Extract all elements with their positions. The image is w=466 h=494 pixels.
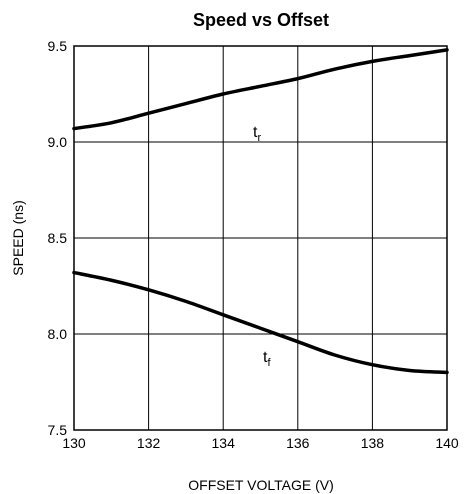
x-tick-label: 138 <box>361 435 385 451</box>
y-tick-label: 7.5 <box>48 422 68 438</box>
series-lines <box>72 48 449 375</box>
series-line-t_f <box>72 270 449 375</box>
series-labels: tr tf <box>253 124 271 369</box>
x-tick-label: 130 <box>62 435 86 451</box>
y-tick-label: 8.5 <box>48 230 68 246</box>
x-tick-label: 136 <box>286 435 310 451</box>
y-axis-label: SPEED (ns) <box>10 200 26 275</box>
series-label-t_f: tf <box>263 349 271 369</box>
chart-title: Speed vs Offset <box>193 10 329 30</box>
series-label-t_r: tr <box>253 124 261 144</box>
x-tick-label: 132 <box>137 435 161 451</box>
series-line-t_r <box>72 48 449 131</box>
grid-lines <box>74 46 447 430</box>
y-tick-label: 9.0 <box>48 134 68 150</box>
y-tick-label: 8.0 <box>48 326 68 342</box>
x-axis-ticks: 130 132 134 136 138 140 <box>62 435 459 451</box>
plot-area-frame <box>73 45 448 431</box>
y-axis-ticks: 7.5 8.0 8.5 9.0 9.5 <box>48 38 68 438</box>
x-axis-label: OFFSET VOLTAGE (V) <box>188 477 333 493</box>
x-tick-label: 140 <box>435 435 459 451</box>
x-tick-label: 134 <box>212 435 236 451</box>
y-tick-label: 9.5 <box>48 38 68 54</box>
